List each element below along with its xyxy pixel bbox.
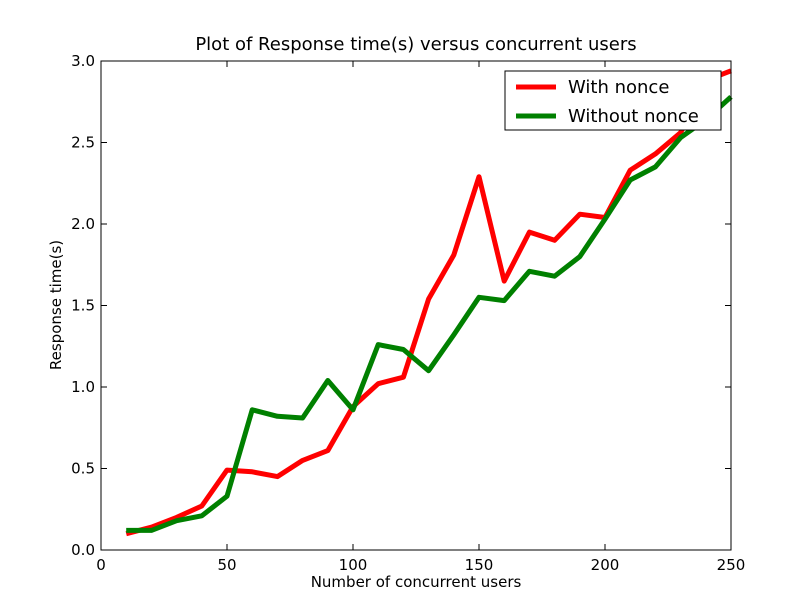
plot-frame xyxy=(100,60,732,551)
y-tick-label: 0.0 xyxy=(71,541,95,559)
legend: With nonce Without nonce xyxy=(504,70,722,131)
chart-title: Plot of Response time(s) versus concurre… xyxy=(195,34,636,55)
series-line-with-nonce xyxy=(125,68,732,537)
y-tick-label: 2.0 xyxy=(71,215,95,233)
x-tick-label: 150 xyxy=(465,556,494,574)
legend-box xyxy=(504,70,722,131)
y-tick-label: 3.0 xyxy=(71,52,95,70)
y-tick-label: 0.5 xyxy=(71,460,95,478)
x-tick-label: 250 xyxy=(717,556,746,574)
x-tick-label: 200 xyxy=(591,556,620,574)
legend-label-with-nonce: With nonce xyxy=(568,77,669,98)
x-tick-label: 0 xyxy=(96,556,106,574)
y-axis-label: Response time(s) xyxy=(47,240,65,370)
series-line-without-nonce xyxy=(126,95,733,533)
y-tick-label: 1.5 xyxy=(71,297,95,315)
x-tick-label: 50 xyxy=(217,556,236,574)
y-tick-label: 2.5 xyxy=(71,134,95,152)
y-axis-ticks: 0.0 0.5 1.0 1.5 2.0 2.5 3.0 xyxy=(71,52,731,559)
x-tick-label: 100 xyxy=(339,556,368,574)
y-tick-label: 1.0 xyxy=(71,378,95,396)
x-axis-ticks: 0 50 100 150 200 250 xyxy=(96,61,745,574)
x-axis-label: Number of concurrent users xyxy=(311,573,522,591)
series-lines xyxy=(125,68,733,537)
legend-label-without-nonce: Without nonce xyxy=(568,106,699,127)
